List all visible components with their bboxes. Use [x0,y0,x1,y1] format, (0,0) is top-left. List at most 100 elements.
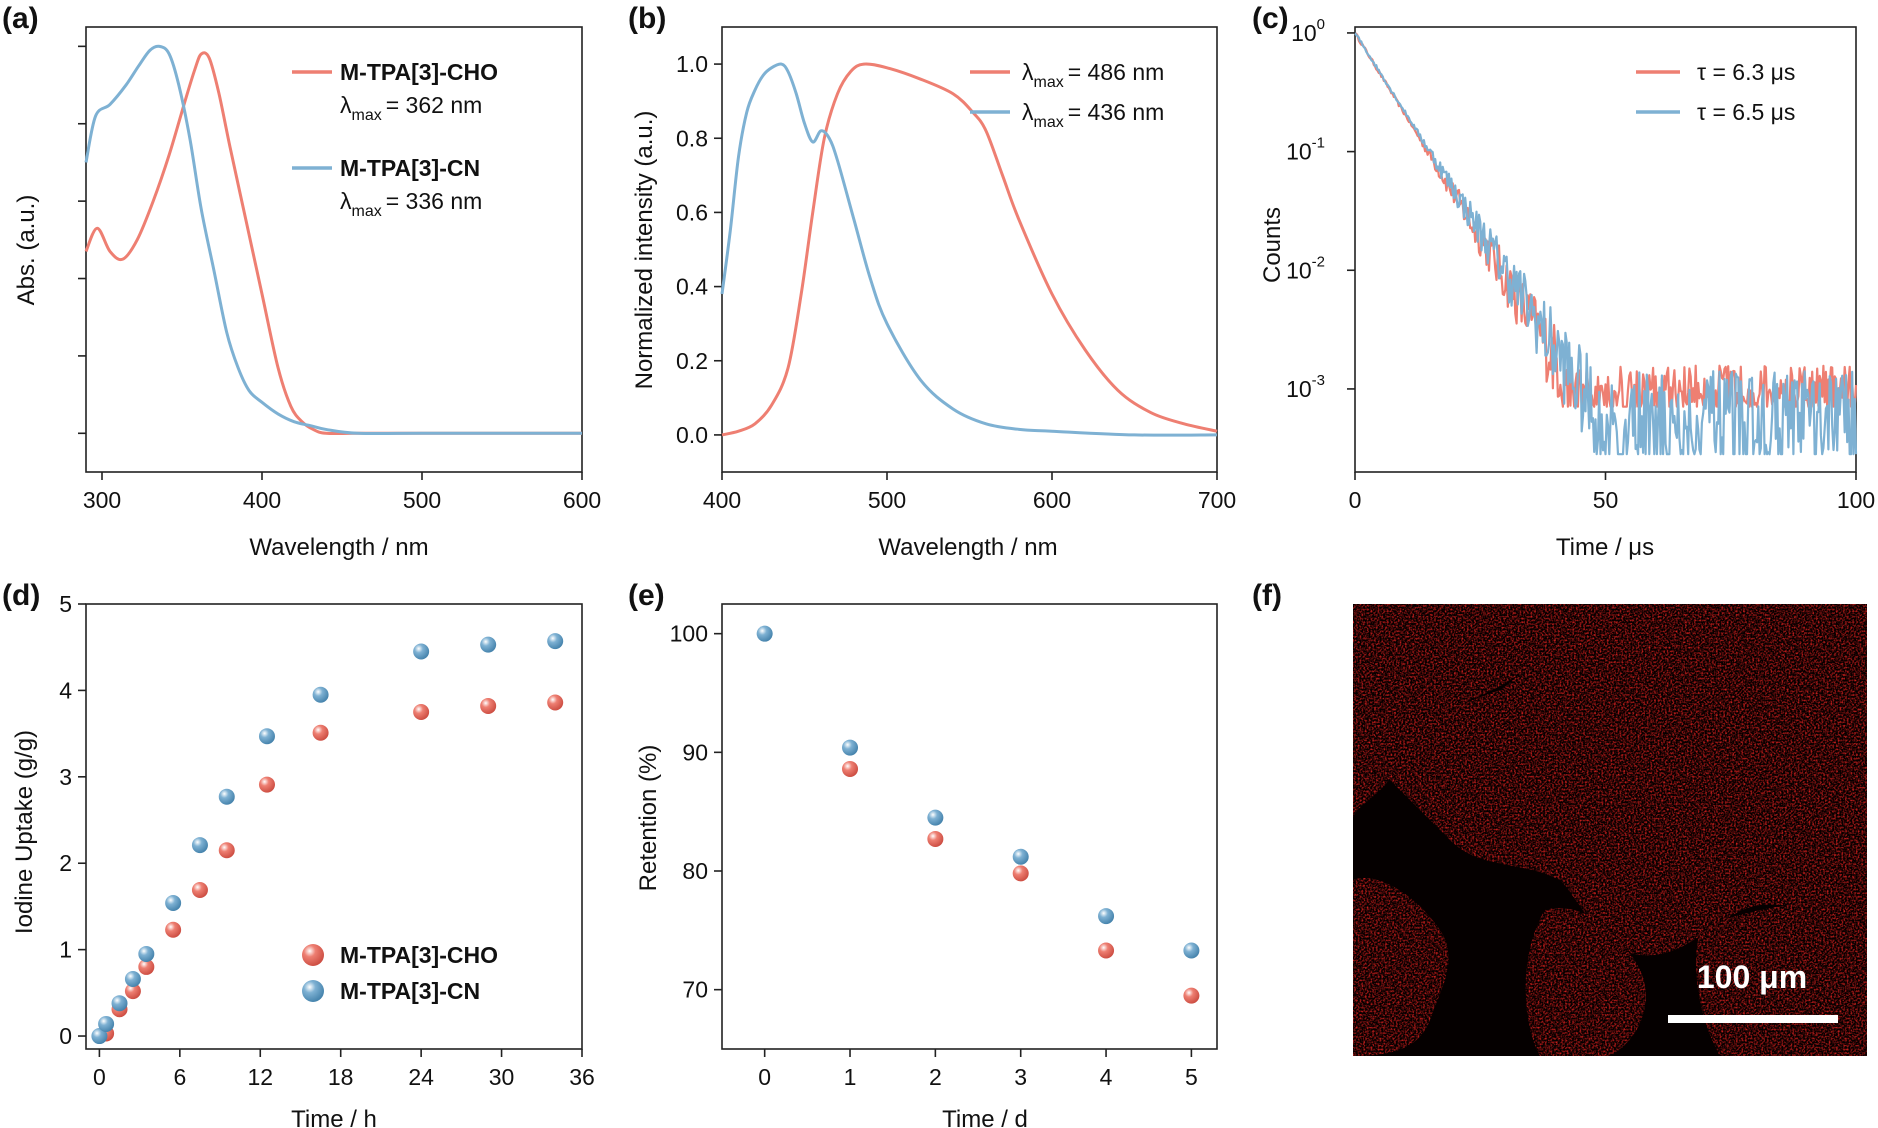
legend-d-cn-label: M-TPA[3]-CN [340,978,480,1004]
panel-a-xtick-label: 600 [563,487,601,513]
panel-d-point-cho [124,983,141,1000]
panel-d-point-cn [312,686,329,703]
panel-e-point-cn [842,739,859,756]
panel-d-point-cho [547,694,564,711]
legend-a-cho-lambda: λmax = 362 nm [340,92,482,124]
panel-f-label: (f) [1252,579,1282,612]
panel-e-point-cn [1183,942,1200,959]
panel-d-point-cn [138,945,155,962]
panel-c-xlabel: Time / μs [1556,534,1654,561]
panel-d-point-cho [191,882,208,899]
panel-d-point-cho [312,724,329,741]
legend-b-486-label: λmax = 486 nm [1022,59,1164,91]
panel-c-ytick-label: 100 [1291,16,1325,46]
panel-c: (c) 0 50 100 100 10-1 10-2 10-3 Time / μs Coun… [1252,2,1875,561]
panel-d-ylabel: Iodine Uptake (g/g) [11,730,38,934]
panel-d-xtick-label: 0 [93,1064,106,1090]
panel-d-ytick-label: 5 [59,591,72,617]
panel-d-point-cn [547,633,564,650]
panel-c-series-tau-6-3 [1354,32,1858,408]
scale-bar [1668,1015,1838,1023]
panel-c-ytick-label: 10-2 [1286,253,1325,283]
panel-c-xtick-label: 50 [1593,487,1619,513]
panel-a-series-cho [84,51,582,436]
panel-b-xtick-label: 400 [703,487,741,513]
panel-a-ylabel: Abs. (a.u.) [13,195,40,306]
panel-d-point-cn [91,1028,108,1045]
panel-d-point-cho [413,704,430,721]
panel-b-ylabel: Normalized intensity (a.u.) [631,111,658,390]
panel-d-xtick-label: 12 [247,1064,273,1090]
panel-d-xtick-label: 6 [173,1064,186,1090]
panel-d-ytick-label: 3 [59,764,72,790]
panel-b-ytick-label: 0.8 [676,125,708,151]
panel-c-ylabel: Counts [1259,207,1286,283]
panel-d-ytick-label: 4 [59,677,72,703]
panel-e-ytick-label: 100 [670,621,708,647]
panel-b-ytick-label: 0.4 [676,274,708,300]
panel-e-xlabel: Time / d [942,1106,1028,1128]
legend-b-436-label: λmax = 436 nm [1022,99,1164,131]
panel-d-point-cn [258,728,275,745]
panel-b-xlabel: Wavelength / nm [878,534,1057,561]
panel-d-point-cn [480,636,497,653]
panel-b-label: (b) [628,2,666,35]
panel-b-xtick-label: 600 [1033,487,1071,513]
panel-d-point-cn [98,1015,115,1032]
panel-d-xtick-label: 24 [408,1064,434,1090]
panel-b: (b) 400 500 600 700 0.0 0.2 0.4 0.6 0.8 1.0 Wavel… [628,2,1236,561]
sem-red-region [1369,604,1867,956]
panel-b-ytick-label: 0.6 [676,199,708,225]
panel-b-ytick-label: 0.2 [676,348,708,374]
panel-a-series-cn [84,44,582,436]
legend-d-cho-marker [302,944,324,966]
panel-d-point-cn [191,837,208,854]
panel-d-point-cn [413,643,430,660]
panel-c-label: (c) [1252,2,1289,35]
panel-e-ylabel: Retention (%) [635,745,662,892]
panel-e-point-cn [927,809,944,826]
legend-d-cn-marker [302,980,324,1002]
panel-c-xtick-label: 0 [1349,487,1362,513]
scale-bar-label: 100 μm [1697,959,1807,995]
panel-d-point-cn [218,788,235,805]
panel-d-frame [85,603,583,1050]
legend-a-cho-name: M-TPA[3]-CHO [340,59,498,85]
panel-e-ytick-label: 80 [682,858,708,884]
panel-e-point-cn [1012,848,1029,865]
panel-c-frame [1354,26,1857,473]
sem-red-region [1525,908,1646,1056]
panel-e-frame [721,603,1218,1050]
panel-c-ytick-label: 10-3 [1286,372,1325,402]
panel-e-xtick-label: 4 [1100,1064,1113,1090]
panel-d-point-cho [480,697,497,714]
panel-e-point-cho [927,830,944,847]
panel-d-point-cn [124,971,141,988]
panel-e-xtick-label: 2 [929,1064,942,1090]
panel-e-point-cn [756,625,773,642]
panel-d-xtick-label: 36 [569,1064,595,1090]
panel-d-point-cn [165,894,182,911]
panel-b-series-486 [721,62,1218,437]
panel-c-series-tau-6-5 [1354,32,1858,456]
panel-d-point-cn [111,995,128,1012]
panel-a-xtick-label: 500 [403,487,441,513]
panel-c-ytick-label: 10-1 [1286,135,1325,165]
panel-d-xlabel: Time / h [291,1106,377,1128]
legend-d-cho-label: M-TPA[3]-CHO [340,942,498,968]
panel-d-point-cho [165,921,182,938]
panel-e-point-cn [1098,908,1115,925]
panel-e-point-cho [1012,865,1029,882]
panel-d-xtick-label: 18 [328,1064,354,1090]
panel-d-ytick-label: 0 [59,1023,72,1049]
panel-a-xtick-label: 400 [243,487,281,513]
panel-b-frame [721,26,1218,473]
panel-a-xlabel: Wavelength / nm [249,534,428,561]
panel-e-xtick-label: 5 [1185,1064,1198,1090]
panel-d-ytick-label: 1 [59,937,72,963]
panel-e-xtick-label: 3 [1014,1064,1027,1090]
legend-a-cn-name: M-TPA[3]-CN [340,155,480,181]
panel-f: (f) 100 μm [1252,579,1867,1056]
panel-b-xtick-label: 500 [868,487,906,513]
